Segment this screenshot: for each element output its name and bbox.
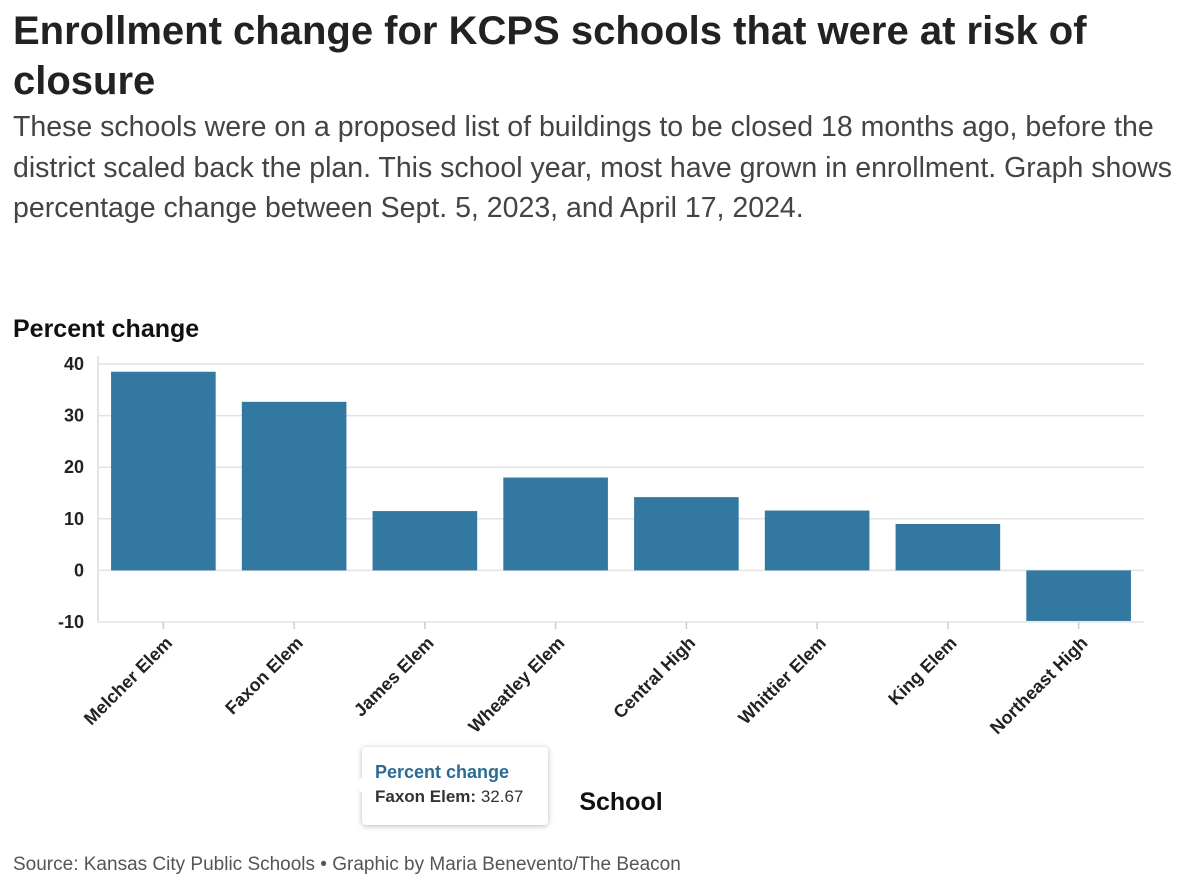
tooltip-label: Faxon Elem: (375, 787, 477, 806)
bar (241, 401, 347, 571)
y-tick-label: 0 (74, 560, 84, 580)
x-axis-title: School (579, 788, 662, 816)
y-tick-label: 30 (64, 406, 84, 426)
chart-subtitle: These schools were on a proposed list of… (13, 111, 1173, 224)
y-tick-label: 10 (64, 509, 84, 529)
tooltip-row: Faxon Elem: 32.67 (375, 784, 548, 810)
bar (764, 510, 870, 571)
x-tick-label: Northeast High (986, 633, 1091, 738)
bar (1026, 570, 1131, 621)
x-tick-label: Faxon Elem (221, 633, 307, 719)
bar (895, 523, 1001, 571)
chart-area: Percent change 40 30 20 10 0 -10 Melcher Elem Fa… (0, 300, 1200, 840)
x-tick-label: Melcher Elem (80, 633, 176, 729)
x-tick-label: Whittier Elem (734, 633, 829, 728)
bar (634, 497, 739, 571)
chart-title: Enrollment change for KCPS schools that … (13, 9, 1087, 103)
source-credit: Source: Kansas City Public Schools • Gra… (13, 854, 681, 875)
x-tick-label: Central High (609, 633, 699, 723)
tooltip-arrow (354, 777, 362, 793)
y-tick-label: 40 (64, 354, 84, 374)
tooltip-title: Percent change (375, 762, 510, 782)
bar (372, 511, 478, 571)
bar (503, 477, 608, 571)
tooltip: Percent change Faxon Elem: 32.67 (354, 747, 548, 825)
x-tick-label: King Elem (884, 633, 960, 709)
tooltip-value: 32.67 (480, 787, 524, 806)
y-tick-label: -10 (58, 612, 84, 632)
y-axis-title: Percent change (13, 315, 199, 343)
x-tick-label: Wheatley Elem (464, 633, 568, 737)
y-tick-label: 20 (64, 457, 84, 477)
x-tick-label: James Elem (350, 633, 438, 721)
bar (111, 371, 216, 571)
